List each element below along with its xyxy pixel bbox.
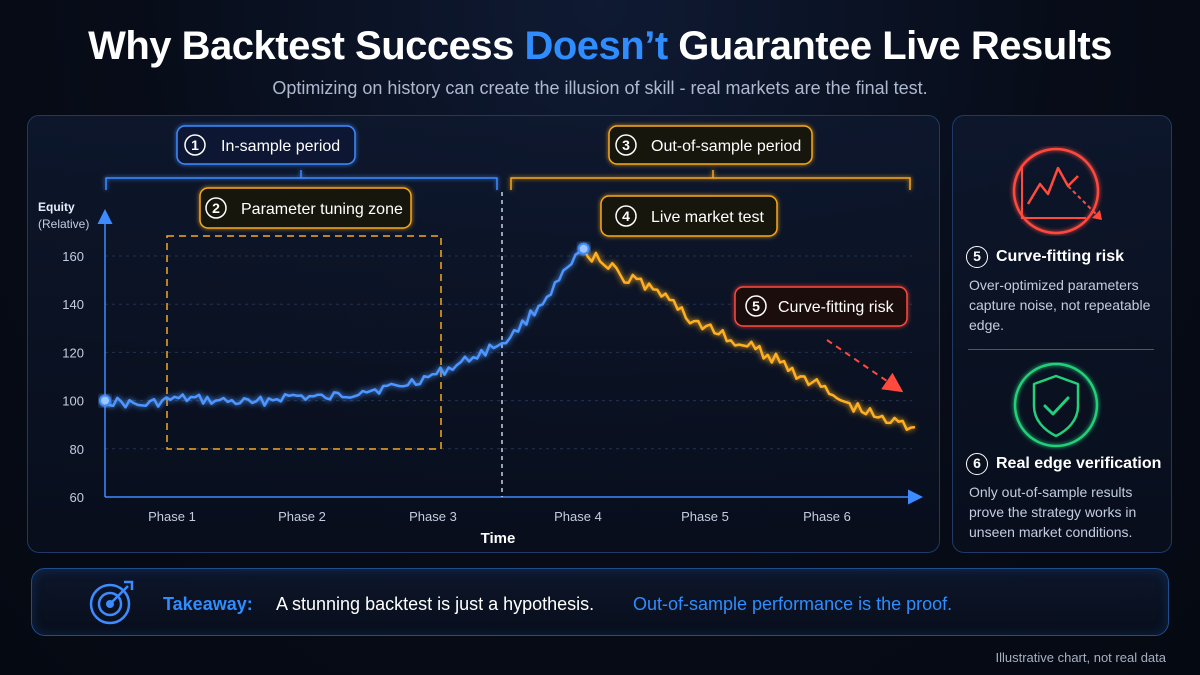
side-curve-number: 5 [966,246,988,268]
side-panel [952,115,1172,553]
side-divider [968,349,1154,350]
shield-check-icon [1013,362,1099,448]
page-title: Why Backtest Success Doesn’t Guarantee L… [0,24,1200,69]
side-edge-title: 6 Real edge verification [966,453,1161,475]
takeaway-label: Takeaway: [163,594,253,614]
takeaway-text: A stunning backtest is just a hypothesis… [276,594,595,614]
page-subtitle: Optimizing on history can create the ill… [272,78,928,98]
side-edge-title-text: Real edge verification [996,455,1162,473]
side-curve-text: Over-optimized parameters capture noise,… [969,277,1151,333]
chart-panel [27,115,940,553]
footnote: Illustrative chart, not real data [995,650,1166,665]
takeaway-panel [31,568,1169,636]
side-curve-title: 5 Curve-fitting risk [966,246,1124,268]
target-icon [89,580,134,625]
title-part-1: Why Backtest Success [88,24,525,68]
takeaway-highlight: Out-of-sample performance is the proof. [633,594,953,614]
title-part-2: Guarantee Live Results [667,24,1112,68]
side-edge-text: Only out-of-sample results prove the str… [969,484,1137,540]
declining-chart-icon [1012,147,1102,235]
side-curve-title-text: Curve-fitting risk [996,248,1125,266]
title-highlight: Doesn’t [524,24,668,68]
side-edge-number: 6 [966,453,988,475]
